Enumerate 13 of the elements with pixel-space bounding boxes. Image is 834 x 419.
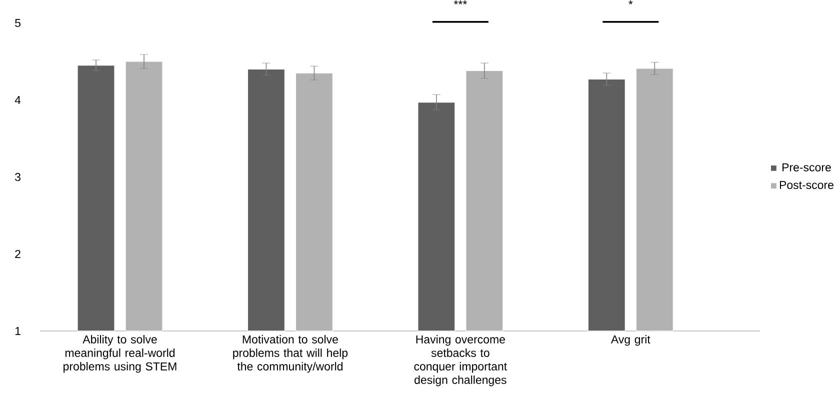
x-tick-label: Having overcome setbacks to conquer important design challenges (414, 335, 507, 386)
legend-label: Pre-score (782, 163, 831, 172)
x-tick-label: Motivation to solve problems that will help the community/world (233, 335, 348, 373)
y-tick-label: 1 (15, 327, 20, 335)
x-tick-label: Ability to solve meaningful real-world problems using STEM (64, 335, 176, 373)
y-tick-label: 5 (15, 18, 20, 28)
text: * (628, 0, 633, 4)
text: *** (454, 0, 467, 4)
legend-label: Post-score (780, 181, 834, 190)
y-tick-label: 3 (15, 172, 20, 182)
x-tick-label: Avg grit (610, 335, 650, 346)
y-tick-label: 2 (15, 250, 20, 258)
y-tick-label: 4 (14, 96, 21, 104)
